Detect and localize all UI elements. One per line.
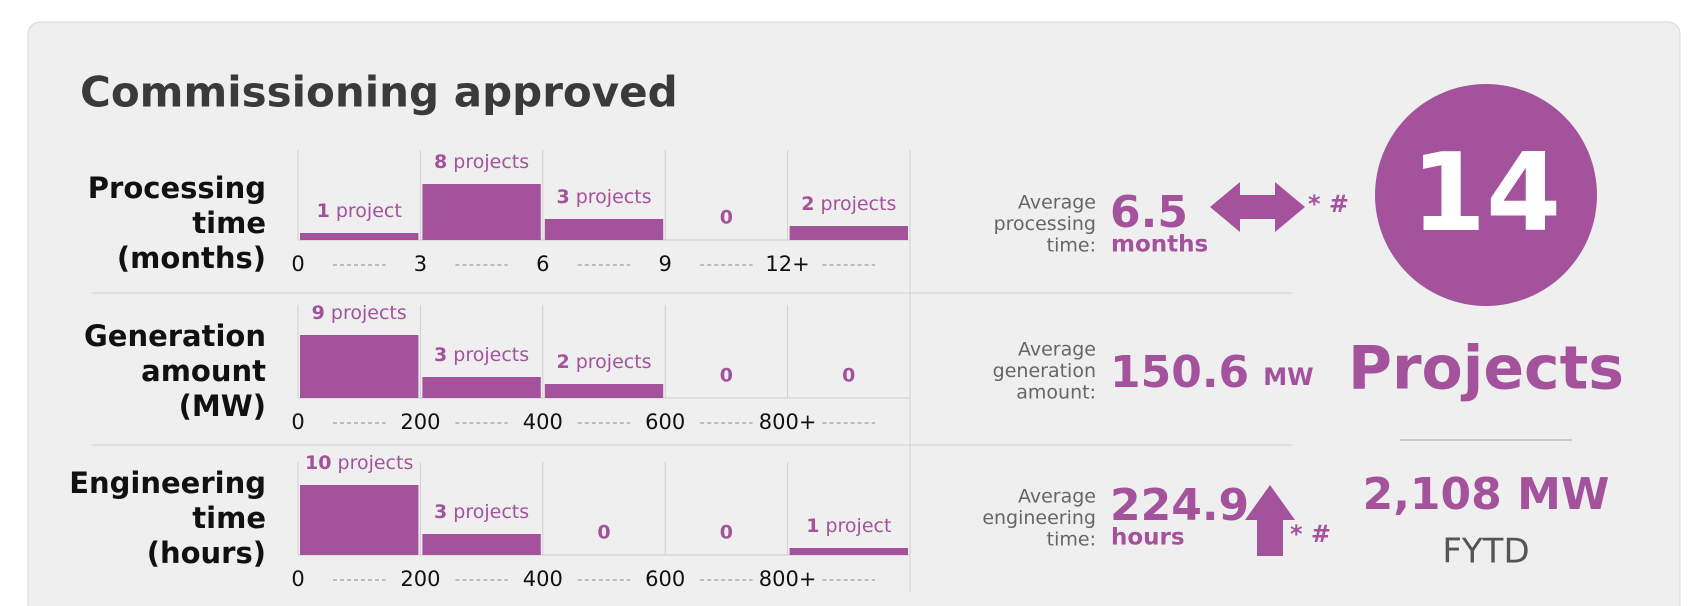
average-label: time: xyxy=(1047,529,1096,551)
average-label: Average xyxy=(1018,192,1096,214)
bar xyxy=(544,384,664,398)
average-value: 224.9 xyxy=(1110,480,1249,531)
bar xyxy=(300,485,419,555)
value-label: 3 projects xyxy=(434,501,529,523)
value-label: 0 xyxy=(597,522,610,544)
count-label: Projects xyxy=(1348,334,1624,404)
x-tick-label: 0 xyxy=(291,252,304,276)
x-tick-label: 200 xyxy=(400,567,440,591)
bar xyxy=(422,534,541,555)
average-label: amount: xyxy=(1016,382,1096,404)
row-label: (months) xyxy=(117,241,266,275)
bar xyxy=(789,548,908,555)
value-label: 1 project xyxy=(317,200,402,222)
value-label: 3 projects xyxy=(434,344,529,366)
total: 2,108 MW xyxy=(1363,469,1610,520)
bar xyxy=(300,233,419,240)
indicator: * # xyxy=(1308,190,1349,218)
period: FYTD xyxy=(1442,532,1529,572)
average-value: 150.6 xyxy=(1110,347,1249,398)
average-label: generation xyxy=(993,360,1096,382)
bar xyxy=(422,377,541,398)
x-tick-label: 400 xyxy=(523,410,563,434)
trend-arrow xyxy=(1245,485,1295,556)
value-label: 0 xyxy=(720,365,733,387)
x-tick-label: 600 xyxy=(645,410,685,434)
average-label: Average xyxy=(1018,486,1096,508)
trend-arrow xyxy=(1210,182,1305,232)
x-tick-label: 800+ xyxy=(759,410,817,434)
row-label: amount xyxy=(141,354,266,388)
value-label: 3 projects xyxy=(556,186,651,208)
bar xyxy=(422,184,541,240)
x-tick-label: 0 xyxy=(291,410,304,434)
row-label: Generation xyxy=(84,319,266,353)
row-label: (MW) xyxy=(179,389,266,423)
average-label: time: xyxy=(1047,235,1096,257)
x-tick-label: 6 xyxy=(536,252,549,276)
value-label: 10 projects xyxy=(305,452,413,474)
x-tick-label: 3 xyxy=(414,252,427,276)
value-label: 0 xyxy=(720,207,733,229)
x-tick-label: 400 xyxy=(523,567,563,591)
count: 14 xyxy=(1411,131,1561,256)
average-label: processing xyxy=(994,213,1096,235)
row-label: time xyxy=(192,501,266,535)
average-unit: hours xyxy=(1111,525,1185,551)
value-label: 2 projects xyxy=(801,193,896,215)
value-label: 0 xyxy=(720,522,733,544)
bar xyxy=(789,226,908,240)
title: Commissioning approved xyxy=(80,68,678,117)
x-tick-label: 800+ xyxy=(759,567,817,591)
row-label: Processing xyxy=(88,171,266,205)
indicator: * # xyxy=(1290,520,1331,548)
row-label: Engineering xyxy=(69,466,266,500)
x-tick-label: 12+ xyxy=(765,252,809,276)
average-unit: months xyxy=(1111,232,1208,258)
x-tick-label: 200 xyxy=(400,410,440,434)
x-tick-label: 600 xyxy=(645,567,685,591)
row-label: time xyxy=(192,206,266,240)
count-circle xyxy=(1375,84,1597,306)
value-label: 9 projects xyxy=(312,302,407,324)
bar xyxy=(544,219,664,240)
row-label: (hours) xyxy=(147,536,266,570)
x-tick-label: 0 xyxy=(291,567,304,591)
average-value: 6.5 xyxy=(1110,187,1188,238)
card xyxy=(27,21,1681,606)
x-tick-label: 9 xyxy=(659,252,672,276)
average-unit: MW xyxy=(1263,363,1313,391)
value-label: 0 xyxy=(842,365,855,387)
average-label: Average xyxy=(1018,339,1096,361)
value-label: 8 projects xyxy=(434,151,529,173)
value-label: 1 project xyxy=(806,515,891,537)
average-label: engineering xyxy=(982,507,1096,529)
value-label: 2 projects xyxy=(556,351,651,373)
bar xyxy=(300,335,419,398)
